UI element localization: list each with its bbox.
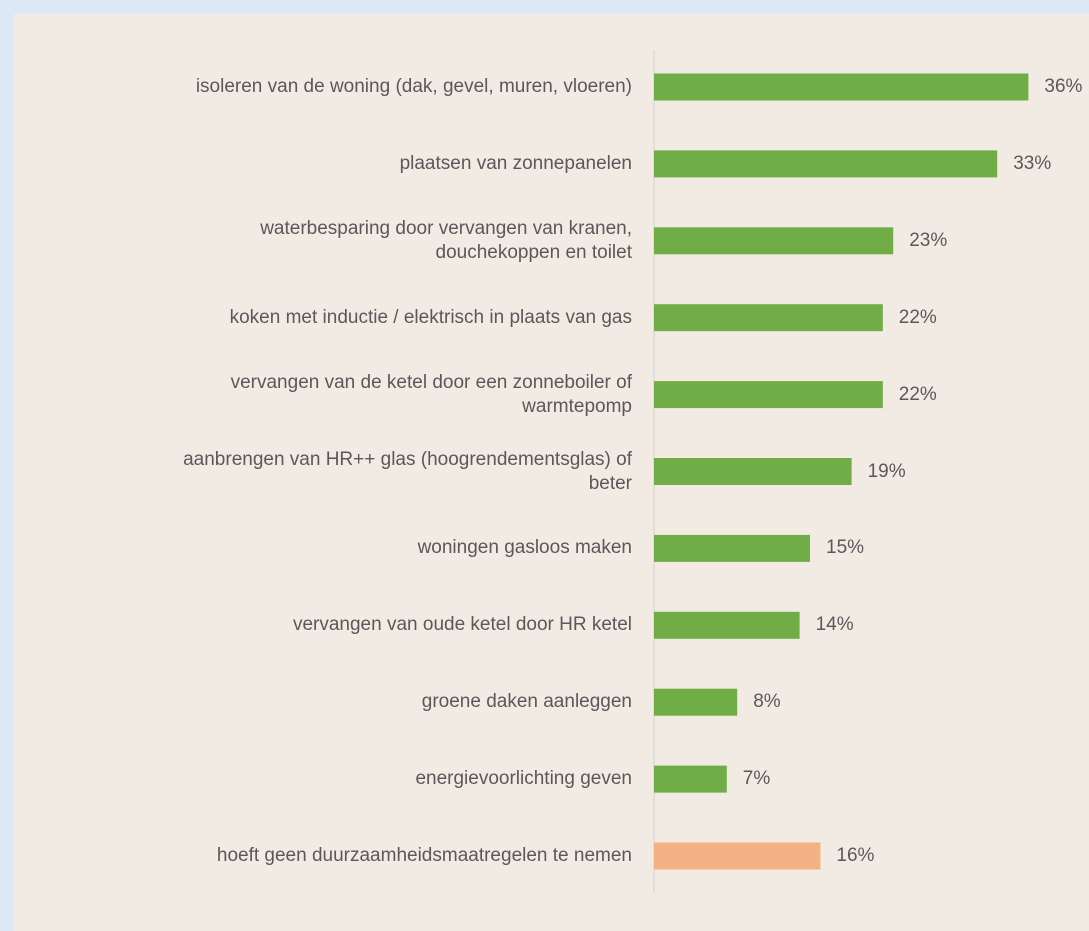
bar	[654, 688, 738, 716]
category-label: isoleren van de woning (dak, gevel, mure…	[195, 76, 632, 97]
bar	[654, 73, 1029, 101]
category-label: woningen gasloos maken	[417, 537, 632, 559]
bar	[654, 842, 821, 870]
value-label: 16%	[836, 845, 875, 866]
value-label: 22%	[898, 306, 937, 328]
value-label: 15%	[826, 537, 865, 559]
bar	[654, 534, 810, 562]
category-label: vervangen van oude ketel door HR ketel	[292, 614, 632, 636]
value-label: 23%	[909, 229, 948, 251]
category-label: vervangen van de ketel door een zonneboi…	[230, 371, 632, 417]
value-label: 19%	[867, 460, 906, 482]
category-label: aanbrengen van HR++ glas (hoogrendements…	[183, 448, 632, 494]
category-label: groene daken aanleggen	[421, 691, 632, 713]
plot	[653, 50, 1029, 893]
value-label: 7%	[742, 768, 771, 790]
category-label: koken met inductie / elektrisch in plaat…	[229, 306, 632, 328]
category-label: hoeft geen duurzaamheidsmaatregelen te n…	[216, 845, 632, 866]
value-label: 22%	[898, 383, 937, 405]
chart: isoleren van de woning (dak, gevel, mure…	[14, 14, 1089, 931]
bar	[654, 381, 883, 409]
bar	[654, 304, 883, 332]
bar	[654, 765, 727, 793]
category-label: plaatsen van zonnepanelen	[399, 152, 632, 174]
value-label: 33%	[1013, 152, 1052, 174]
value-label: 36%	[1044, 76, 1083, 97]
bar	[654, 458, 852, 485]
bar	[654, 227, 894, 255]
value-label: 14%	[815, 614, 854, 636]
category-label: energievoorlichting geven	[415, 768, 632, 790]
bar	[654, 150, 998, 178]
value-label: 8%	[753, 691, 781, 713]
category-label: waterbesparing door vervangen van kranen…	[260, 217, 632, 263]
bar	[654, 611, 800, 639]
